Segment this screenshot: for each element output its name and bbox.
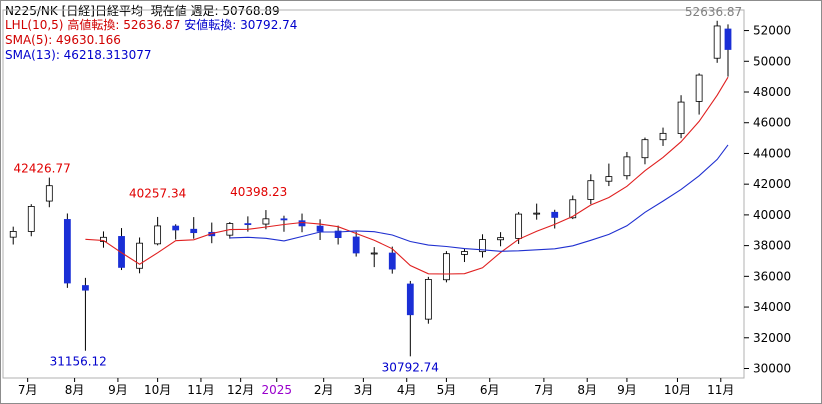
x-tick-label: 11月 bbox=[707, 383, 734, 397]
legend-name: 日経平均 bbox=[94, 4, 143, 18]
candle-body bbox=[262, 218, 270, 225]
annotation-low: 31156.12 bbox=[50, 355, 107, 369]
candle-body bbox=[27, 206, 35, 232]
candle-body bbox=[695, 74, 703, 102]
legend-price: 50768.89 bbox=[222, 4, 280, 18]
x-tick-label: 9月 bbox=[617, 383, 637, 397]
legend-sma13-value: 46218.313077 bbox=[63, 48, 152, 62]
y-tick-label: 52000 bbox=[753, 24, 791, 38]
candle-body bbox=[515, 213, 523, 239]
candle-body bbox=[280, 218, 288, 221]
candle-body bbox=[533, 212, 541, 215]
annotation-high: 40398.23 bbox=[230, 185, 287, 199]
y-tick-label: 50000 bbox=[753, 54, 791, 68]
y-tick-label: 36000 bbox=[753, 269, 791, 283]
candle-body bbox=[641, 139, 649, 159]
legend-market: [日経] bbox=[61, 4, 95, 18]
x-tick-label: 8月 bbox=[65, 383, 85, 397]
y-tick-label: 46000 bbox=[753, 116, 791, 130]
annotation-low: 30792.74 bbox=[382, 360, 439, 374]
candle-body bbox=[190, 228, 198, 234]
candle-body bbox=[370, 252, 378, 255]
x-tick-label: 8月 bbox=[577, 383, 597, 397]
legend-sma13: SMA(13): 46218.313077 bbox=[5, 48, 152, 62]
candle-body bbox=[352, 236, 360, 254]
x-tick-label: 10月 bbox=[144, 383, 171, 397]
x-tick-label: 5月 bbox=[437, 383, 457, 397]
candle-body bbox=[406, 283, 414, 316]
legend-high-value: 52636.87 bbox=[123, 18, 181, 32]
candle-body bbox=[424, 279, 432, 320]
candle-body bbox=[724, 28, 732, 50]
legend-symbol: N225/NK bbox=[5, 4, 58, 18]
legend-lhl: LHL(10,5) 高値転換: 52636.87 安値転換: 30792.74 bbox=[5, 18, 298, 32]
x-tick-label: 4月 bbox=[397, 383, 417, 397]
y-tick-label: 38000 bbox=[753, 239, 791, 253]
annotation-last: 52636.87 bbox=[685, 5, 742, 19]
legend-low-label: 安値転換 bbox=[184, 18, 233, 32]
candle-body bbox=[63, 219, 71, 284]
legend-lhl-label: LHL(10,5) bbox=[5, 18, 64, 32]
x-tick-label: 9月 bbox=[108, 383, 128, 397]
candle-body bbox=[587, 180, 595, 200]
candle-body bbox=[82, 285, 89, 291]
x-tick-label: 2025 bbox=[261, 383, 292, 397]
candle-body bbox=[298, 220, 306, 227]
candle-body bbox=[479, 239, 486, 253]
legend-title: N225/NK [日経]日経平均 現在値 週足: 50768.89 bbox=[5, 4, 280, 18]
y-tick-label: 40000 bbox=[753, 208, 791, 222]
candle-body bbox=[244, 223, 252, 226]
candle-body bbox=[551, 211, 559, 218]
x-tick-label: 2月 bbox=[314, 383, 334, 397]
legend-sma5: SMA(5): 49630.166 bbox=[5, 33, 121, 47]
candle-body bbox=[713, 25, 721, 59]
sma13-line bbox=[229, 144, 729, 252]
candle-body bbox=[443, 253, 450, 281]
x-tick-label: 10月 bbox=[664, 383, 691, 397]
sma5-line bbox=[85, 76, 729, 275]
candle-body bbox=[388, 252, 396, 270]
legend-price-label: 現在値 bbox=[150, 4, 187, 18]
x-tick-label: 6月 bbox=[480, 383, 500, 397]
y-tick-label: 34000 bbox=[753, 300, 791, 314]
candle-body bbox=[45, 185, 53, 202]
candle-body bbox=[100, 236, 107, 242]
candle-body bbox=[497, 237, 504, 241]
candle-body bbox=[316, 225, 324, 232]
candle-body bbox=[334, 230, 342, 238]
legend-sma5-value: 49630.166 bbox=[56, 33, 121, 47]
y-tick-label: 30000 bbox=[753, 362, 791, 376]
legend-period-label: 週足 bbox=[190, 4, 215, 18]
candle-body bbox=[118, 236, 125, 268]
legend-low-value: 30792.74 bbox=[240, 18, 298, 32]
candle-body bbox=[172, 225, 180, 231]
candle-body bbox=[136, 242, 143, 269]
legend-sma5-label: SMA(5) bbox=[5, 33, 49, 47]
candle-body bbox=[569, 199, 577, 219]
legend-high-label: 高値転換 bbox=[67, 18, 116, 32]
y-tick-label: 42000 bbox=[753, 177, 791, 191]
x-tick-label: 11月 bbox=[187, 383, 214, 397]
candle-body bbox=[9, 231, 17, 238]
y-tick-label: 48000 bbox=[753, 85, 791, 99]
annotation-high: 42426.77 bbox=[13, 162, 70, 176]
candle-body bbox=[659, 132, 667, 141]
candle-body bbox=[677, 101, 685, 134]
y-tick-label: 44000 bbox=[753, 146, 791, 160]
candle-body bbox=[623, 156, 631, 177]
x-tick-label: 7月 bbox=[534, 383, 554, 397]
x-tick-label: 7月 bbox=[18, 383, 38, 397]
x-tick-label: 12月 bbox=[227, 383, 254, 397]
candle-body bbox=[154, 225, 162, 245]
candle-body bbox=[605, 176, 613, 182]
y-tick-label: 32000 bbox=[753, 331, 791, 345]
plot-area bbox=[2, 9, 745, 379]
annotation-high: 40257.34 bbox=[129, 187, 186, 201]
candle-body bbox=[461, 251, 468, 255]
legend-sma13-label: SMA(13) bbox=[5, 48, 56, 62]
x-tick-label: 3月 bbox=[354, 383, 374, 397]
